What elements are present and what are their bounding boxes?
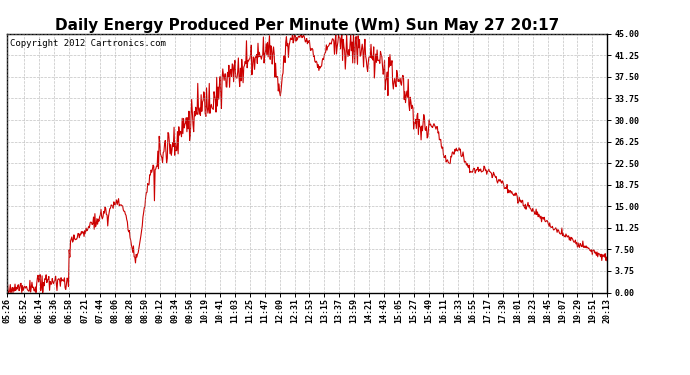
- Title: Daily Energy Produced Per Minute (Wm) Sun May 27 20:17: Daily Energy Produced Per Minute (Wm) Su…: [55, 18, 559, 33]
- Text: Copyright 2012 Cartronics.com: Copyright 2012 Cartronics.com: [10, 39, 166, 48]
